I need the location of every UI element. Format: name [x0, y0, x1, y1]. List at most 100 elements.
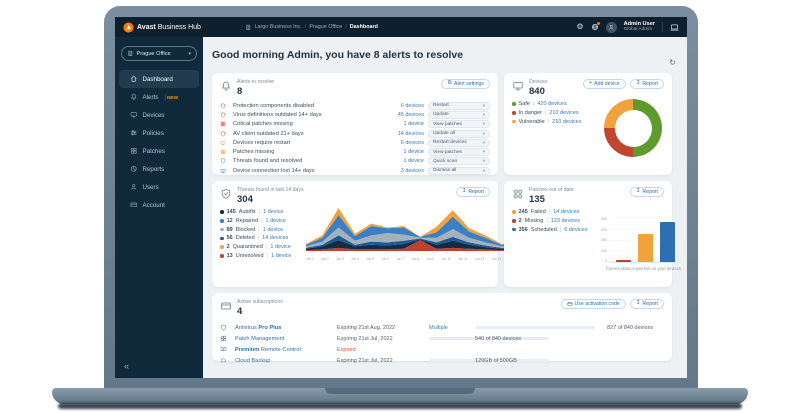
device-console-icon[interactable]: [670, 23, 679, 32]
org-selector[interactable]: Prague Office ▾: [121, 46, 197, 61]
sidebar-item-icon: [130, 201, 138, 209]
avast-logo-icon: [123, 21, 134, 33]
legend-devices-link[interactable]: 210 devices: [549, 109, 579, 116]
alert-action-select[interactable]: Restart devices ▾: [428, 138, 490, 147]
alert-devices-link[interactable]: 45 devices: [397, 111, 424, 118]
refresh-icon[interactable]: ↻: [669, 58, 676, 67]
legend-row: 245 Failed | 14 devices: [512, 209, 596, 215]
subscription-name-link[interactable]: Cloud Backup: [235, 357, 271, 364]
alert-type-icon: [220, 149, 226, 155]
alert-devices-link[interactable]: 1 device: [403, 158, 425, 165]
devices-card: Devices 840 + Add device ↧ Report Safe: [504, 73, 672, 175]
legend-devices-link[interactable]: 420 devices: [537, 101, 567, 107]
alert-action-select[interactable]: Dismiss all ▾: [428, 166, 490, 175]
subscription-type-icon: [220, 324, 227, 331]
topbar-actions: ⚙ Admin User Global Admin: [576, 21, 679, 33]
alert-devices-link[interactable]: 1 device: [403, 149, 425, 156]
alert-devices-link[interactable]: 1 device: [403, 121, 425, 128]
sidebar-item[interactable]: Patches |: [119, 142, 199, 160]
breadcrumb-company[interactable]: Largo Business Inc.: [254, 24, 302, 30]
sidebar-item[interactable]: Users |: [119, 178, 199, 196]
alert-action-select[interactable]: Quick scan ▾: [428, 157, 490, 166]
alert-action-select[interactable]: View patches ▾: [428, 120, 490, 129]
alert-row: Devices require restart 6 devices Restar…: [220, 138, 490, 147]
legend-devices-link[interactable]: 1 device: [265, 217, 286, 224]
alert-action-select[interactable]: Restart ▾: [428, 101, 490, 110]
alert-action-label: View patches: [433, 121, 462, 127]
sidebar-item[interactable]: Policies |: [119, 124, 199, 142]
subscription-name-link[interactable]: Antivirus Pro Plus: [235, 324, 282, 331]
legend-label: Missing: [524, 217, 544, 224]
sidebar-item[interactable]: Account |: [119, 196, 199, 214]
use-activation-code-button[interactable]: Use activation code: [560, 299, 626, 309]
legend-label: Deleted: [235, 235, 255, 242]
patches-count: 135: [529, 194, 545, 205]
patches-bar-chart: 400 300 200 100 0 Current state of patches o…: [596, 217, 681, 271]
avatar[interactable]: [605, 21, 617, 33]
legend-devices-link[interactable]: 1 device: [263, 209, 284, 215]
notification-badge-dot: [596, 21, 601, 26]
notifications-globe[interactable]: [591, 21, 601, 31]
sidebar-item-icon: [130, 165, 138, 173]
legend-devices-link[interactable]: 1 device: [270, 252, 292, 259]
org-selector-label: Prague Office: [136, 50, 171, 57]
sidebar-item[interactable]: Alerts |NEW: [119, 88, 199, 106]
alert-action-label: Restart: [433, 103, 449, 109]
gear-icon: ⚙: [447, 80, 452, 87]
chevron-down-icon: ▾: [482, 149, 485, 155]
alert-row: Threats found and resolved 1 device Quic…: [220, 157, 490, 166]
legend-row: 56 Deleted | 14 devices: [220, 235, 306, 241]
alert-devices-link[interactable]: 14 devices: [397, 130, 424, 137]
user-info[interactable]: Admin User Global Admin: [624, 21, 655, 32]
legend-devices-link[interactable]: 1 device: [270, 244, 291, 251]
dashboard-screen: Avast Business Hub Largo Business Inc. /…: [115, 17, 687, 378]
bar-failed: [637, 234, 653, 262]
sidebar-item[interactable]: Devices |: [119, 106, 199, 124]
sidebar-item[interactable]: Dashboard |: [119, 70, 199, 88]
new-badge: NEW: [166, 95, 179, 101]
legend-devices-link[interactable]: 14 devices: [553, 209, 580, 215]
subscription-name-link[interactable]: Patch Management: [235, 335, 285, 342]
devices-report-button[interactable]: ↧ Report: [629, 79, 664, 89]
threats-report-button[interactable]: ↧ Report: [455, 187, 490, 197]
laptop-base: [52, 388, 748, 404]
breadcrumb-site[interactable]: Prague Office: [309, 24, 343, 30]
card-icon: [567, 301, 573, 307]
add-device-button[interactable]: + Add device: [582, 79, 626, 89]
alert-settings-button[interactable]: ⚙ Alert settings: [441, 79, 490, 89]
alert-action-label: View patches: [433, 149, 462, 155]
alert-devices-link[interactable]: 6 devices: [400, 139, 424, 146]
settings-gear-icon[interactable]: ⚙: [576, 22, 584, 31]
legend-count: 245: [518, 209, 528, 215]
bar-scheduled: [659, 222, 675, 262]
bar-missing: [615, 259, 631, 262]
legend-devices-link[interactable]: 6 devices: [564, 226, 588, 233]
subscription-expiry: Expiring 21st Jul, 2022: [337, 357, 393, 364]
alert-devices-link[interactable]: 6 devices: [400, 102, 424, 109]
subscriptions-report-button[interactable]: ↧ Report: [629, 299, 664, 309]
brand-bold: Avast: [137, 23, 156, 31]
legend-devices-link[interactable]: 210 devices: [552, 118, 582, 125]
alert-action-select[interactable]: Update all ▾: [428, 129, 490, 138]
alert-devices-link[interactable]: 3 devices: [400, 167, 424, 174]
sidebar-collapse-button[interactable]: «: [124, 361, 130, 371]
legend-devices-link[interactable]: 123 devices: [550, 217, 581, 224]
devices-legend: Safe | 420 devices In danger | 210 devic…: [512, 101, 664, 125]
subscription-name-link[interactable]: Premium Remote Control: [235, 346, 301, 353]
legend-count: 356: [518, 226, 528, 233]
legend-row: 145 Autofix | 1 device: [220, 209, 306, 215]
user-icon: [608, 24, 615, 31]
alert-action-select[interactable]: Update ▾: [428, 110, 490, 119]
shield-check-icon: [220, 188, 232, 200]
legend-row: 356 Scheduled | 6 devices: [512, 227, 596, 233]
alert-action-select[interactable]: View patches ▾: [428, 148, 490, 157]
sidebar-item[interactable]: Reports |: [119, 160, 199, 178]
chevron-down-icon: ▾: [482, 130, 485, 136]
alert-row: Patches missing 1 device View patches ▾: [220, 147, 490, 157]
alert-label: Patches missing: [233, 149, 275, 156]
patches-report-button[interactable]: ↧ Report: [629, 187, 664, 197]
legend-devices-link[interactable]: 1 device: [262, 226, 284, 233]
multiple-link[interactable]: Multiple: [429, 324, 448, 331]
legend-count: 13: [226, 252, 233, 259]
legend-devices-link[interactable]: 14 devices: [262, 235, 289, 242]
